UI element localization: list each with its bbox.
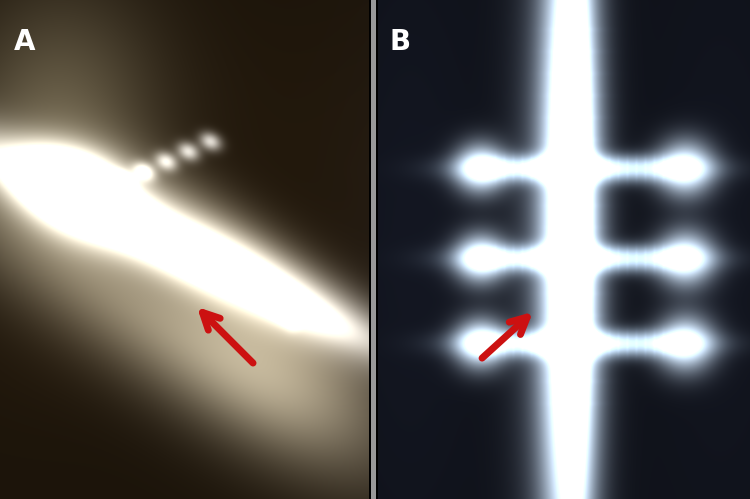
- Text: B: B: [390, 28, 411, 56]
- Text: A: A: [14, 28, 35, 56]
